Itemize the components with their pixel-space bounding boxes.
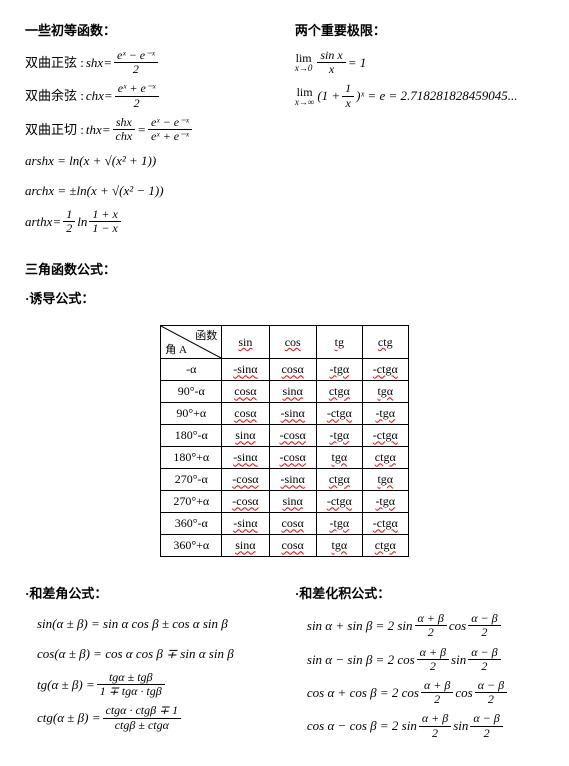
col-sin: sin: [222, 326, 269, 359]
value-cell: -ctgα: [362, 359, 408, 381]
table-row: 270°-α-cosα-sinαctgαtgα: [161, 469, 408, 491]
table-row: 270°+α-cosαsinα-ctgα-tgα: [161, 491, 408, 513]
value-cell: sinα: [222, 425, 269, 447]
limit-1: lim x→0 sin x x = 1: [295, 49, 544, 76]
value-cell: cosα: [269, 535, 316, 557]
sum-diff-section: ·和差角公式： sin(α ± β) = sin α cos β ± cos α…: [25, 583, 274, 746]
arch-formula: archx = ±ln(x + √(x² − 1)): [25, 179, 274, 202]
ctg-sum: ctg(α ± β) = ctgα · ctgβ ∓ 1 ctgβ ± ctgα: [37, 704, 274, 731]
angle-cell: 360°+α: [161, 535, 222, 557]
value-cell: -sinα: [222, 447, 269, 469]
table-row: -α-sinαcosα-tgα-ctgα: [161, 359, 408, 381]
limit-2: lim x→∞ (1 + 1 x )ˣ = e = 2.718281828459…: [295, 82, 544, 109]
angle-cell: 270°-α: [161, 469, 222, 491]
ch-formula: 双曲余弦 : chx = eˣ + e⁻ˣ 2: [25, 82, 274, 109]
value-cell: -sinα: [269, 469, 316, 491]
value-cell: -sinα: [222, 513, 269, 535]
elementary-heading: 一些初等函数：: [25, 20, 274, 39]
value-cell: ctgα: [316, 469, 362, 491]
sumdiff-heading: ·和差角公式：: [25, 583, 274, 602]
elementary-functions-section: 一些初等函数： 双曲正弦 : shx = eˣ − e⁻ˣ 2 双曲余弦 : c…: [25, 20, 274, 241]
induction-heading: ·诱导公式：: [25, 288, 544, 307]
value-cell: -tgα: [316, 425, 362, 447]
limits-heading: 两个重要极限：: [295, 20, 544, 39]
value-cell: -ctgα: [362, 425, 408, 447]
th-formula: 双曲正切 : thx = shx chx = eˣ − e⁻ˣ eˣ + e⁻ˣ: [25, 116, 274, 143]
arth-formula: arthx = 1 2 ln 1 + x 1 − x: [25, 208, 274, 235]
sumprod-2: sin α − sin β = 2 cos α + β2 sin α − β2: [307, 646, 544, 673]
value-cell: -tgα: [362, 491, 408, 513]
cos-sum: cos(α ± β) = cos α cos β ∓ sin α sin β: [37, 642, 274, 665]
value-cell: ctgα: [362, 535, 408, 557]
col-tg: tg: [316, 326, 362, 359]
value-cell: -cosα: [222, 491, 269, 513]
angle-cell: 270°+α: [161, 491, 222, 513]
value-cell: sinα: [269, 491, 316, 513]
value-cell: -sinα: [222, 359, 269, 381]
value-cell: tgα: [316, 447, 362, 469]
trig-section: 三角函数公式： ·诱导公式： 函数 角 A sin cos tg ctg -α-…: [25, 259, 544, 565]
value-cell: -tgα: [362, 403, 408, 425]
angle-cell: 360°-α: [161, 513, 222, 535]
angle-cell: 90°-α: [161, 381, 222, 403]
limits-section: 两个重要极限： lim x→0 sin x x = 1 lim x→∞ (1 +…: [295, 20, 544, 241]
table-row: 180°-αsinα-cosα-tgα-ctgα: [161, 425, 408, 447]
value-cell: tgα: [362, 381, 408, 403]
value-cell: tgα: [362, 469, 408, 491]
value-cell: -tgα: [316, 513, 362, 535]
trig-heading: 三角函数公式：: [25, 259, 544, 278]
value-cell: -ctgα: [362, 513, 408, 535]
value-cell: sinα: [269, 381, 316, 403]
value-cell: cosα: [222, 381, 269, 403]
value-cell: cosα: [222, 403, 269, 425]
arsh-formula: arshx = ln(x + √(x² + 1)): [25, 149, 274, 172]
sin-sum: sin(α ± β) = sin α cos β ± cos α sin β: [37, 612, 274, 635]
col-cos: cos: [269, 326, 316, 359]
sumprod-3: cos α + cos β = 2 cos α + β2 cos α − β2: [307, 679, 544, 706]
table-row: 360°-α-sinαcosα-tgα-ctgα: [161, 513, 408, 535]
angle-cell: 180°-α: [161, 425, 222, 447]
value-cell: -sinα: [269, 403, 316, 425]
sh-formula: 双曲正弦 : shx = eˣ − e⁻ˣ 2: [25, 49, 274, 76]
table-row: 90°+αcosα-sinα-ctgα-tgα: [161, 403, 408, 425]
tg-sum: tg(α ± β) = tgα ± tgβ 1 ∓ tgα · tgβ: [37, 671, 274, 698]
sum-prod-section: ·和差化积公式： sin α + sin β = 2 sin α + β2 co…: [295, 583, 544, 746]
value-cell: -cosα: [222, 469, 269, 491]
value-cell: -ctgα: [316, 491, 362, 513]
value-cell: -tgα: [316, 359, 362, 381]
value-cell: -ctgα: [316, 403, 362, 425]
value-cell: -cosα: [269, 447, 316, 469]
value-cell: cosα: [269, 513, 316, 535]
angle-cell: -α: [161, 359, 222, 381]
sumprod-4: cos α − cos β = 2 sin α + β2 sin α − β2: [307, 712, 544, 739]
col-ctg: ctg: [362, 326, 408, 359]
sumprod-heading: ·和差化积公式：: [295, 583, 544, 602]
table-row: 90°-αcosαsinαctgαtgα: [161, 381, 408, 403]
induction-table: 函数 角 A sin cos tg ctg -α-sinαcosα-tgα-ct…: [160, 325, 408, 557]
value-cell: cosα: [269, 359, 316, 381]
value-cell: ctgα: [362, 447, 408, 469]
angle-cell: 180°+α: [161, 447, 222, 469]
value-cell: ctgα: [316, 381, 362, 403]
table-row: 180°+α-sinα-cosαtgαctgα: [161, 447, 408, 469]
table-row: 360°+αsinαcosαtgαctgα: [161, 535, 408, 557]
sumprod-1: sin α + sin β = 2 sin α + β2 cos α − β2: [307, 612, 544, 639]
value-cell: sinα: [222, 535, 269, 557]
diag-header-cell: 函数 角 A: [161, 326, 222, 359]
value-cell: tgα: [316, 535, 362, 557]
value-cell: -cosα: [269, 425, 316, 447]
angle-cell: 90°+α: [161, 403, 222, 425]
